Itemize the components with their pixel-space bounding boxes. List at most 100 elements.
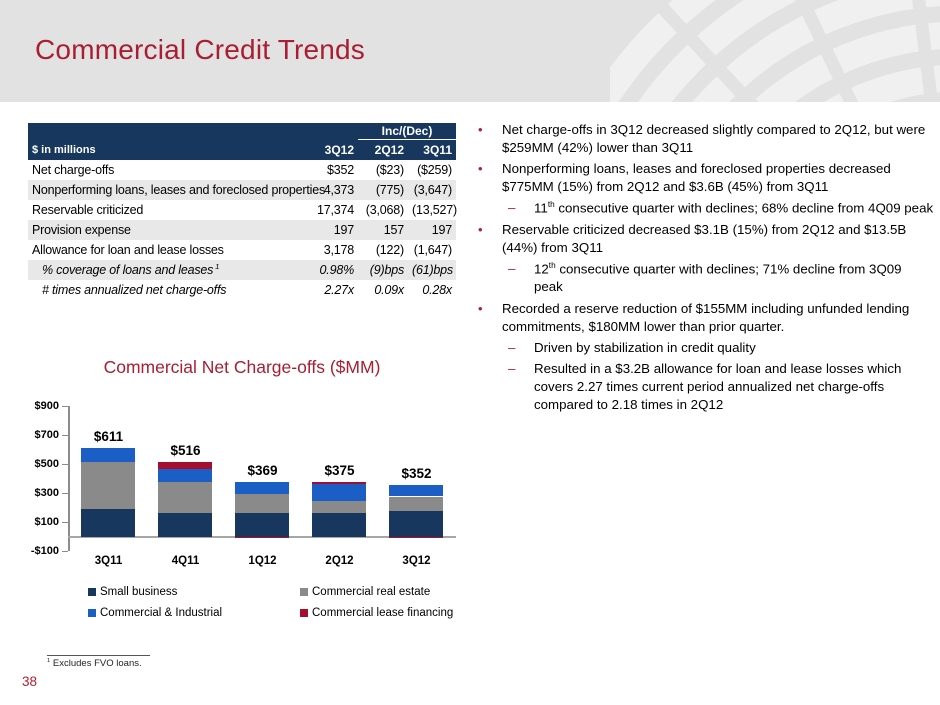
row-label: # times annualized net charge-offs <box>42 283 227 297</box>
x-tick-label: 1Q12 <box>248 555 277 567</box>
bar-total-label: $352 <box>401 466 432 482</box>
sub-bullet-content: Resulted in a $3.2B allowance for loan a… <box>534 360 934 414</box>
footnote-ref: 1 <box>213 262 220 272</box>
chart-x-axis-labels: 3Q11 4Q11 1Q12 2Q12 3Q12 <box>70 555 456 567</box>
bullet-text: 12 <box>534 261 549 277</box>
bullet-content: Nonperforming loans, leases and foreclos… <box>502 160 934 196</box>
bullet-text: 11 <box>534 200 548 216</box>
x-tick-label: 4Q11 <box>171 555 200 567</box>
bullet-content: Reservable criticized decreased $3.1B (1… <box>502 221 934 257</box>
cell-value: 157 <box>358 220 408 240</box>
col-header-3q11: 3Q11 <box>408 139 456 160</box>
bar-total-label: $375 <box>324 463 355 479</box>
legend-label: Commercial lease financing <box>312 607 454 619</box>
legend-entry: Commercial & Industrial <box>88 607 300 619</box>
cell-value: 0.98% <box>298 260 358 280</box>
bullet-text: Net charge-offs in 3Q12 decreased slight… <box>502 122 926 156</box>
legend-label: Commercial & Industrial <box>100 607 223 619</box>
bullet-marker-icon: • <box>478 122 483 137</box>
bar-segment <box>389 510 443 537</box>
bar-segment <box>389 496 443 511</box>
x-tick-label: 2Q12 <box>325 555 354 567</box>
footnote-rule <box>47 655 150 656</box>
bar-segment <box>235 494 289 513</box>
cell-value: ($259) <box>417 163 452 177</box>
bullet-text: Nonperforming loans, leases and foreclos… <box>502 161 891 195</box>
footnote-text: Excludes FVO loans. <box>52 658 142 670</box>
dash-marker-icon: – <box>508 339 516 355</box>
bar-total-label: $369 <box>247 463 278 479</box>
sub-bullet-item: – Resulted in a $3.2B allowance for loan … <box>508 360 934 414</box>
header-spacer <box>28 123 358 140</box>
cell-value: ($23) <box>375 163 404 177</box>
y-tick-mark <box>62 522 68 523</box>
bullet-text: consecutive quarter with declines; 71% d… <box>534 261 902 295</box>
col-header-3q12: 3Q12 <box>298 139 358 160</box>
bar-slot: $352 <box>378 406 455 551</box>
sub-bullet-content: Driven by stabilization in credit qualit… <box>534 339 756 357</box>
commentary-bullets: • Net charge-offs in 3Q12 decreased sligh… <box>478 121 934 417</box>
bar-segment <box>158 461 212 469</box>
cell-value: 197 <box>408 220 456 240</box>
footnote: 1 Excludes FVO loans. <box>47 655 150 669</box>
bullet-content: Net charge-offs in 3Q12 decreased slight… <box>502 121 934 157</box>
chart-title: Commercial Net Charge-offs ($MM) <box>103 357 381 377</box>
dash-marker-icon: – <box>508 200 516 216</box>
header-band <box>0 0 940 102</box>
bar-total-label: $516 <box>170 442 201 458</box>
legend-entry: Commercial real estate <box>300 586 456 598</box>
chart-plot-area: $611 $516 $369 $375 $352 <box>68 406 456 551</box>
row-label: Allowance for loan and lease losses <box>32 243 224 257</box>
cell-value: (122) <box>375 243 404 257</box>
page-title: Commercial Credit Trends <box>35 34 365 65</box>
bullet-item: • Reservable criticized decreased $3.1B (… <box>478 221 934 257</box>
bullet-text: consecutive quarter with declines; 68% d… <box>554 200 934 216</box>
table-header-span-row: Inc/(Dec) <box>28 123 456 140</box>
legend-entry: Commercial lease financing <box>300 607 456 619</box>
sub-bullet-item: – 12th consecutive quarter with declines;… <box>508 260 934 297</box>
bar-slot: $611 <box>70 406 147 551</box>
cell-value: $352 <box>326 163 354 177</box>
bar-segment <box>235 512 289 537</box>
legend-entry: Small business <box>88 586 300 598</box>
table-row: Provision expense 197 157 197 <box>28 220 456 240</box>
cell-value: 3,178 <box>323 243 354 257</box>
legend-label: Commercial real estate <box>312 586 431 598</box>
bullet-text: Driven by stabilization in credit qualit… <box>534 339 756 355</box>
cell-value: 197 <box>298 220 358 240</box>
y-tick-mark <box>62 493 68 494</box>
bar-segment <box>235 536 289 538</box>
chart-y-axis: $900 $700 $500 $300 $100 -$100 <box>28 400 68 568</box>
bullet-text: Resulted in a $3.2B allowance for loan a… <box>534 360 902 412</box>
left-column: Inc/(Dec) $ in millions 3Q12 2Q12 3Q11 N… <box>28 123 457 619</box>
bullet-text: Reservable criticized decreased $3.1B (1… <box>502 221 907 255</box>
bar-slot: $516 <box>147 406 224 551</box>
row-label: Nonperforming loans, leases and foreclos… <box>28 180 325 200</box>
bar-segment <box>389 536 443 538</box>
chart-legend: Small business Commercial real estate Comm… <box>88 586 456 619</box>
inc-dec-header: Inc/(Dec) <box>358 123 456 140</box>
bullet-text: th <box>547 200 555 210</box>
bullet-item: • Nonperforming loans, leases and foreclo… <box>478 160 934 196</box>
y-tick-mark <box>62 464 68 465</box>
y-tick-mark <box>62 406 68 407</box>
col-header-2q12: 2Q12 <box>358 139 408 160</box>
cell-value: (13,527) <box>412 203 457 217</box>
cell-value: 0.09x <box>374 283 404 297</box>
bar-segment <box>158 513 212 537</box>
y-tick-label: $500 <box>34 458 59 470</box>
legend-label: Small business <box>100 586 178 598</box>
bullet-marker-icon: • <box>478 221 483 237</box>
row-label: Provision expense <box>28 220 298 240</box>
bullet-marker-icon: • <box>478 300 483 316</box>
y-tick-label: -$100 <box>30 545 59 557</box>
bullet-text: Recorded a reserve reduction of $155MM i… <box>502 300 910 334</box>
table-row: Reservable criticized 17,374 (3,068) (13,52… <box>28 200 457 220</box>
flagscape-logo-pattern <box>610 0 940 102</box>
bar-segment <box>235 482 289 495</box>
x-tick-label: 3Q12 <box>402 555 431 567</box>
bullet-content: Recorded a reserve reduction of $155MM i… <box>502 300 934 336</box>
row-label: % coverage of loans and leases 1 <box>28 260 298 280</box>
cell-value: 4,373 <box>298 180 358 200</box>
row-label: Net charge-offs <box>32 163 115 177</box>
